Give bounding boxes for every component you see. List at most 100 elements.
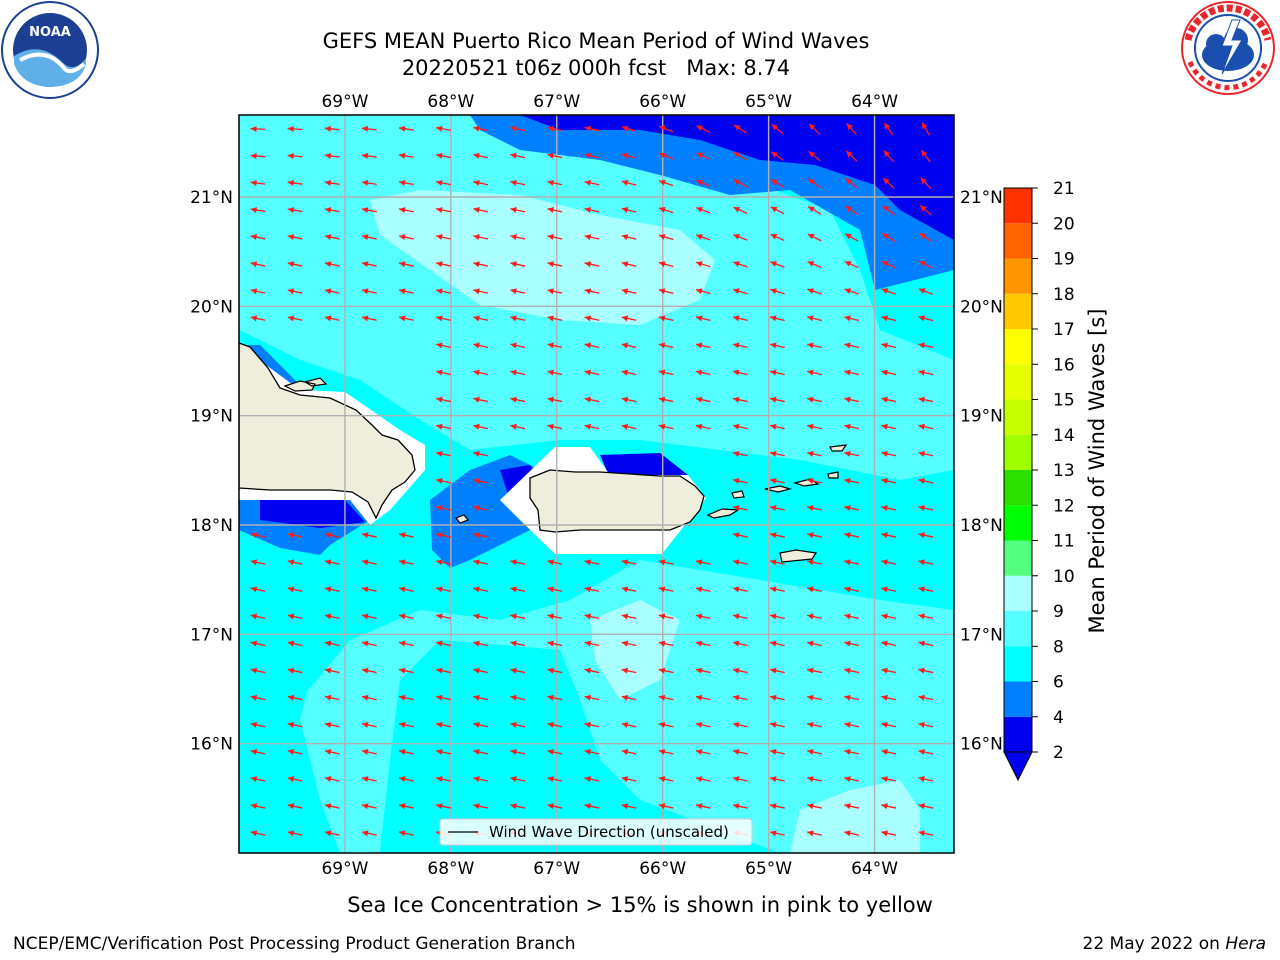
- wave-direction-arrow: [695, 423, 711, 430]
- wave-direction-arrow: [473, 152, 489, 159]
- colorbar-segment: [1004, 223, 1032, 259]
- wave-direction-arrow: [473, 423, 489, 430]
- wave-direction-arrow: [287, 207, 303, 214]
- wave-direction-arrow: [584, 667, 600, 674]
- wave-direction-arrow: [844, 721, 860, 728]
- wave-direction-arrow: [510, 694, 526, 701]
- wave-direction-arrow: [621, 207, 637, 213]
- wave-direction-arrow: [436, 261, 451, 268]
- wave-direction-arrow: [844, 315, 860, 322]
- wave-direction-arrow: [436, 288, 451, 295]
- lon-tick-label-bottom: 65°W: [745, 859, 792, 879]
- wave-direction-arrow: [324, 261, 340, 268]
- wave-direction-arrow: [732, 532, 748, 539]
- wave-direction-arrow: [732, 559, 748, 566]
- wave-direction-arrow: [881, 288, 896, 295]
- wave-direction-arrow: [695, 559, 711, 566]
- wave-direction-arrow: [250, 640, 266, 647]
- wave-direction-arrow: [919, 204, 932, 216]
- wave-direction-arrow: [918, 423, 934, 430]
- wave-direction-arrow: [287, 125, 303, 132]
- wave-direction-arrow: [621, 179, 637, 186]
- wave-direction-arrow: [658, 342, 674, 349]
- wave-direction-arrow: [510, 342, 526, 349]
- wave-direction-arrow: [361, 803, 377, 810]
- wave-direction-arrow: [732, 640, 748, 647]
- wave-direction-arrow: [696, 152, 711, 160]
- wave-direction-arrow: [807, 749, 822, 755]
- wave-direction-arrow: [807, 369, 822, 376]
- wave-direction-arrow: [807, 288, 822, 295]
- field-below-2-pr-north: [600, 453, 688, 478]
- wave-direction-arrow: [807, 694, 822, 701]
- wave-direction-arrow: [921, 122, 931, 136]
- wave-direction-arrow: [807, 613, 822, 620]
- wave-direction-arrow: [510, 234, 526, 241]
- wave-direction-arrow: [473, 613, 489, 620]
- wave-direction-arrow: [251, 857, 266, 863]
- wave-direction-arrow: [287, 152, 303, 159]
- wave-direction-arrow: [881, 396, 897, 403]
- wave-direction-arrow: [732, 721, 748, 728]
- wave-direction-arrow: [695, 288, 711, 295]
- wave-direction-arrow: [473, 640, 489, 647]
- wave-direction-arrow: [658, 125, 674, 133]
- wave-direction-arrow: [398, 179, 414, 186]
- wave-direction-arrow: [695, 342, 711, 349]
- wave-direction-arrow: [732, 694, 748, 701]
- wave-direction-arrow: [770, 233, 785, 242]
- colorbar-tick-label: 2: [1053, 743, 1064, 763]
- wave-direction-arrow: [324, 667, 340, 674]
- wave-direction-arrow: [584, 179, 600, 186]
- wave-direction-arrow: [844, 342, 860, 349]
- colorbar-segment: [1004, 470, 1032, 506]
- lat-tick-label-right: 16°N: [960, 735, 1003, 755]
- lat-tick-label-right: 17°N: [960, 625, 1003, 645]
- wave-direction-arrow: [844, 667, 860, 674]
- wave-direction-arrow: [658, 776, 674, 783]
- wave-direction-arrow: [473, 450, 489, 457]
- wave-direction-arrow: [920, 177, 932, 190]
- wave-direction-arrow: [250, 667, 266, 674]
- wave-direction-arrow: [250, 776, 266, 783]
- wave-direction-arrow: [881, 260, 896, 269]
- colorbar-tick-label: 10: [1053, 567, 1075, 587]
- wave-direction-arrow: [769, 830, 785, 837]
- field-below-2-hisp-south: [260, 500, 365, 528]
- wave-direction-arrow: [287, 667, 303, 674]
- wave-direction-arrow: [807, 478, 822, 484]
- wave-direction-arrow: [918, 369, 934, 376]
- lat-tick-label-right: 18°N: [960, 516, 1003, 536]
- wave-direction-arrow: [882, 205, 896, 216]
- colorbar-tick-label: 9: [1053, 602, 1064, 622]
- wave-direction-arrow: [324, 776, 340, 783]
- wave-direction-arrow: [584, 288, 600, 295]
- wave-direction-arrow: [287, 586, 303, 593]
- wave-direction-arrow: [436, 450, 451, 457]
- wave-direction-arrow: [250, 532, 266, 539]
- wave-direction-arrow: [695, 613, 711, 620]
- wave-direction-arrow: [547, 179, 563, 186]
- wave-direction-arrow: [361, 315, 377, 322]
- wave-direction-arrow: [844, 613, 860, 620]
- wave-direction-arrow: [361, 559, 377, 566]
- wave-direction-arrow: [844, 586, 860, 593]
- wave-direction-arrow: [250, 315, 266, 322]
- wave-direction-arrow: [770, 206, 785, 215]
- wave-direction-arrow: [771, 123, 784, 135]
- wave-direction-arrow: [732, 613, 748, 620]
- wind-wave-arrows: [250, 122, 934, 863]
- wave-direction-arrow: [769, 505, 785, 512]
- wave-direction-arrow: [584, 342, 600, 349]
- lat-tick-label-left: 21°N: [190, 188, 233, 208]
- wave-direction-arrow: [250, 613, 266, 620]
- wave-direction-arrow: [807, 667, 822, 674]
- wave-direction-arrow: [584, 152, 600, 159]
- wave-direction-arrow: [918, 288, 934, 295]
- wave-direction-arrow: [696, 857, 711, 863]
- wave-direction-arrow: [770, 261, 785, 268]
- wave-direction-arrow: [473, 478, 489, 484]
- wave-direction-arrow: [250, 721, 266, 728]
- wave-direction-arrow: [732, 288, 748, 295]
- colorbar-tick-label: 6: [1053, 673, 1064, 693]
